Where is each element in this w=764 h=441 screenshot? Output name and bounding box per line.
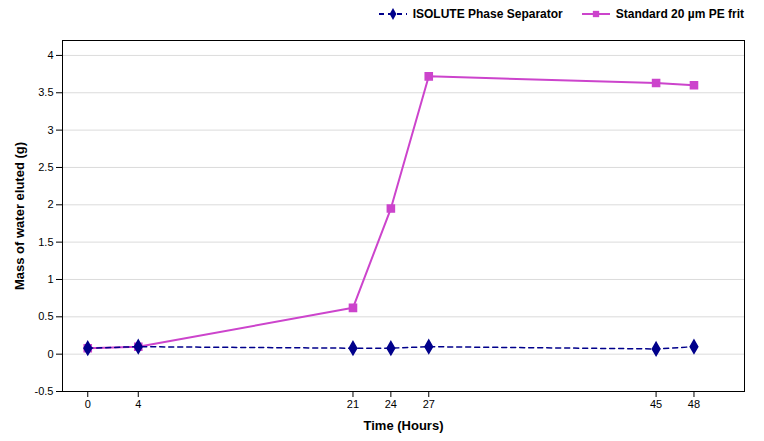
svg-text:Mass of water eluted (g): Mass of water eluted (g)	[12, 142, 27, 290]
svg-text:0.5: 0.5	[38, 310, 53, 322]
svg-text:21: 21	[347, 398, 359, 410]
svg-text:2: 2	[47, 198, 53, 210]
svg-text:45: 45	[650, 398, 662, 410]
svg-text:0: 0	[85, 398, 91, 410]
svg-text:0: 0	[47, 348, 53, 360]
svg-text:-0.5: -0.5	[35, 385, 54, 397]
html-text:Standard 20 µm PE frit: Standard 20 µm PE frit	[615, 7, 744, 21]
html-text:ISOLUTE Phase Separator: ISOLUTE Phase Separator	[412, 7, 563, 21]
svg-text:24: 24	[385, 398, 397, 410]
svg-text:1: 1	[47, 273, 53, 285]
svg-text:2.5: 2.5	[38, 161, 53, 173]
svg-text:27: 27	[423, 398, 435, 410]
svg-text:4: 4	[135, 398, 141, 410]
svg-text:4: 4	[47, 49, 53, 61]
svg-text:1.5: 1.5	[38, 236, 53, 248]
svg-text:3.5: 3.5	[38, 86, 53, 98]
svg-text:48: 48	[688, 398, 700, 410]
svg-text:3: 3	[47, 124, 53, 136]
svg-text:Time (Hours): Time (Hours)	[364, 418, 444, 433]
